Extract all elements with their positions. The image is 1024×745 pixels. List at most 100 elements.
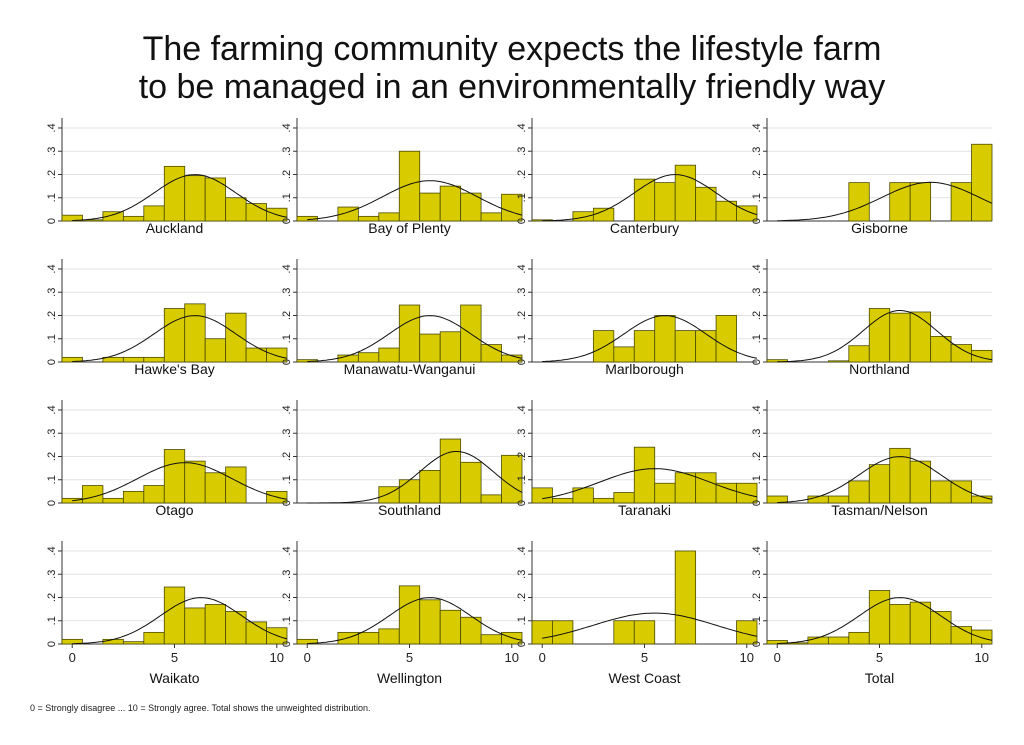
normal-curve-otago	[72, 462, 288, 502]
bar-canterbury-8	[695, 186, 717, 222]
x-tick-label: 5	[171, 650, 178, 665]
bar-southland-5	[398, 479, 421, 504]
bar-total-3	[827, 636, 850, 645]
panel-label-marlborough: Marlborough	[605, 361, 684, 377]
y-tick-label: .3	[281, 288, 293, 297]
bar-auckland-5	[163, 165, 186, 222]
bar-taranaki-7	[674, 472, 697, 504]
bar-tasman-nelson-7	[909, 460, 932, 504]
panel-label-wellington: Wellington	[377, 670, 442, 686]
bar-wellington-4	[378, 628, 400, 645]
bar-southland-7	[439, 438, 462, 504]
bar-canterbury-6	[654, 182, 676, 222]
y-tick-label: .4	[46, 405, 58, 414]
bar-auckland-0	[61, 214, 83, 222]
bar-west-coast-1	[552, 620, 574, 645]
bar-hawke-s-bay-6	[184, 303, 206, 363]
y-tick-label: .1	[751, 475, 763, 484]
y-tick-label: .2	[751, 170, 763, 179]
y-tick-label: .1	[516, 193, 528, 202]
panel-label-waikato: Waikato	[149, 670, 199, 686]
bar-bay-of-plenty-7	[439, 185, 462, 222]
y-tick-label: .1	[751, 616, 763, 625]
y-tick-label: 0	[516, 359, 528, 365]
bar-bay-of-plenty-5	[398, 150, 421, 222]
y-tick-label: .4	[516, 546, 528, 555]
x-tick-label: 0	[774, 650, 781, 665]
bar-gisborne-6	[889, 182, 911, 222]
y-tick-label: 0	[46, 218, 58, 224]
bar-marlborough-4	[613, 346, 635, 363]
y-tick-label: .2	[281, 311, 293, 320]
bar-waikato-6	[184, 607, 206, 645]
y-tick-label: .2	[516, 170, 528, 179]
bar-manawatu-wanganui-7	[439, 331, 462, 363]
x-tick-label: 0	[69, 650, 76, 665]
x-tick-label: 5	[406, 650, 413, 665]
normal-curve-canterbury	[542, 174, 758, 222]
bar-total-5	[868, 590, 891, 645]
bar-manawatu-wanganui-9	[480, 344, 502, 363]
bar-taranaki-6	[654, 482, 676, 504]
panel-label-auckland: Auckland	[146, 220, 204, 236]
bar-marlborough-9	[715, 315, 737, 363]
bar-wellington-7	[439, 609, 462, 645]
x-tick-label: 10	[975, 650, 989, 665]
y-tick-label: .2	[281, 593, 293, 602]
y-tick-label: .4	[281, 264, 293, 273]
y-tick-label: .4	[46, 123, 58, 132]
y-tick-label: .3	[751, 429, 763, 438]
bar-marlborough-3	[592, 330, 615, 363]
y-tick-label: .3	[516, 570, 528, 579]
bar-otago-2	[102, 497, 124, 504]
bar-auckland-3	[122, 215, 145, 222]
bar-tasman-nelson-4	[848, 480, 870, 504]
y-tick-label: .3	[46, 288, 58, 297]
y-tick-label: 0	[46, 359, 58, 365]
y-tick-label: .1	[516, 616, 528, 625]
y-tick-label: .1	[46, 193, 58, 202]
normal-curve-auckland	[72, 174, 288, 221]
y-tick-label: .4	[281, 546, 293, 555]
bar-total-6	[889, 604, 911, 645]
bar-hawke-s-bay-5	[163, 308, 186, 363]
normal-curve-taranaki	[542, 468, 758, 500]
y-tick-label: .1	[46, 616, 58, 625]
bar-auckland-6	[184, 175, 206, 222]
bar-wellington-5	[398, 585, 421, 645]
y-tick-label: .1	[281, 475, 293, 484]
x-tick-label: 10	[270, 650, 284, 665]
y-tick-label: 0	[516, 500, 528, 506]
bar-canterbury-7	[674, 164, 697, 222]
bar-waikato-4	[143, 631, 165, 645]
title-line-1: The farming community expects the lifest…	[142, 30, 882, 68]
bar-marlborough-7	[674, 330, 697, 363]
bar-manawatu-wanganui-6	[419, 333, 441, 363]
bar-otago-1	[82, 485, 104, 504]
chart-title: The farming community expects the lifest…	[0, 30, 1024, 106]
bar-hawke-s-bay-7	[204, 338, 227, 363]
bar-northland-6	[889, 312, 911, 363]
y-tick-label: 0	[281, 641, 293, 647]
y-tick-label: .4	[751, 405, 763, 414]
bar-wellington-3	[357, 631, 380, 645]
bar-tasman-nelson-0	[766, 495, 788, 504]
y-tick-label: .2	[281, 170, 293, 179]
y-tick-label: .2	[46, 452, 58, 461]
normal-curve-west-coast	[542, 612, 758, 639]
y-tick-label: .3	[281, 570, 293, 579]
x-tick-label: 10	[505, 650, 519, 665]
panel-label-northland: Northland	[849, 361, 910, 377]
x-tick-label: 10	[740, 650, 754, 665]
normal-curve-gisborne	[777, 181, 993, 222]
bar-waikato-7	[204, 604, 227, 645]
y-tick-label: 0	[751, 359, 763, 365]
y-tick-label: .3	[751, 147, 763, 156]
bar-otago-7	[204, 472, 227, 504]
bar-taranaki-3	[592, 497, 615, 504]
y-tick-label: .4	[46, 546, 58, 555]
bar-tasman-nelson-8	[930, 480, 952, 504]
y-tick-label: 0	[46, 500, 58, 506]
bar-northland-5	[868, 308, 891, 363]
y-tick-label: .4	[751, 546, 763, 555]
